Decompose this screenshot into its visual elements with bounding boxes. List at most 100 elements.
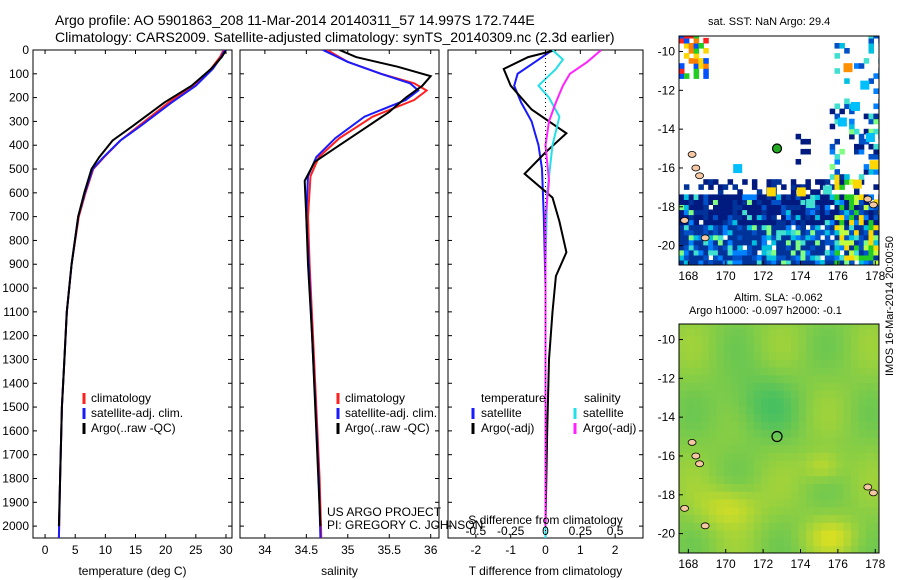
sla-cell: [731, 483, 740, 492]
sst-cell: [795, 239, 802, 246]
sst-cell: [733, 164, 743, 174]
sst-cell: [850, 101, 860, 111]
sst-cell: [703, 224, 709, 231]
sst-cell: [819, 204, 826, 211]
sla-cell: [858, 529, 867, 539]
sla-cell: [836, 529, 845, 539]
sst-cell: [839, 204, 845, 211]
sla-cell: [798, 382, 807, 391]
sla-cell: [738, 467, 748, 477]
sst-cell: [693, 214, 700, 221]
sst-cell: [839, 108, 845, 115]
sst-cell: [810, 249, 816, 256]
sla-cell: [776, 358, 785, 368]
sst-cell: [781, 199, 787, 205]
sla-cell: [738, 390, 748, 399]
sst-cell: [868, 128, 874, 135]
sla-cell: [791, 327, 800, 337]
sst-cell: [703, 58, 709, 64]
sst-cell: [737, 244, 743, 251]
sst-cell: [737, 249, 743, 256]
sla-cell: [738, 374, 748, 384]
sla-cell: [806, 483, 815, 492]
sla-cell: [746, 421, 755, 430]
sla-cell: [708, 351, 718, 360]
sst-cell: [693, 234, 700, 241]
island: [868, 201, 878, 209]
sla-cell: [798, 405, 807, 415]
sst-cell: [868, 239, 874, 246]
sla-cell: [723, 390, 733, 399]
sst-cell: [849, 179, 855, 185]
x-tick-label: 174: [790, 269, 810, 283]
sla-cell: [783, 490, 792, 500]
sst-cell: [693, 244, 700, 251]
sla-cell: [791, 324, 800, 329]
sst-cell: [839, 219, 845, 226]
sst-cell: [703, 239, 709, 246]
sst-cell: [732, 244, 738, 251]
sst-cell: [693, 254, 700, 261]
sst-cell: [761, 234, 768, 241]
sla-cell: [708, 436, 718, 446]
sst-cell: [868, 244, 874, 251]
sla-cell: [828, 475, 837, 484]
series-line: [303, 50, 433, 527]
sst-cell: [873, 88, 879, 94]
sla-cell: [723, 421, 733, 430]
sla-cell: [821, 483, 830, 492]
y-tick-label: -14: [658, 410, 676, 424]
sst-cell: [727, 254, 734, 261]
sst-cell: [747, 244, 753, 251]
sla-cell: [761, 397, 770, 407]
sst-cell: [873, 244, 879, 251]
sla-cell: [776, 521, 785, 531]
sst-cell: [815, 194, 821, 200]
sla-cell: [821, 537, 830, 547]
sst-cell: [800, 239, 806, 246]
sst-cell: [795, 254, 802, 261]
sst-cell: [849, 133, 855, 140]
sla-cell: [828, 467, 837, 477]
sla-cell: [798, 397, 807, 407]
sla-cell: [783, 421, 792, 430]
sla-cell: [679, 421, 688, 430]
sla-cell: [701, 459, 710, 469]
sla-cell: [821, 506, 830, 515]
sst-cell: [717, 199, 724, 205]
map-field: [679, 36, 879, 265]
sst-cell: [708, 244, 714, 251]
sst-cell: [844, 194, 850, 200]
sla-cell: [679, 382, 688, 391]
sst-cell: [683, 260, 690, 265]
sla-cell: [851, 421, 860, 430]
sla-cell: [865, 452, 875, 461]
sla-cell: [836, 428, 845, 438]
sst-cell: [781, 214, 787, 221]
sst-cell: [829, 123, 836, 130]
sla-cell: [828, 428, 837, 438]
sla-cell: [686, 498, 695, 508]
sla-cell: [858, 436, 867, 446]
sla-cell: [836, 413, 845, 422]
sst-cell: [829, 148, 836, 155]
sla-cell: [865, 351, 875, 360]
sst-cell: [815, 239, 821, 246]
sla-cell: [761, 382, 770, 391]
x-tick-label: -1: [505, 543, 516, 557]
sst-cell: [727, 239, 734, 246]
sla-cell: [701, 506, 710, 515]
sla-cell: [723, 413, 733, 422]
sst-cell: [732, 209, 738, 216]
sla-cell: [798, 467, 807, 477]
y-tick-label: 900: [9, 257, 29, 271]
sla-cell: [768, 537, 777, 547]
y-tick-label: -16: [658, 161, 676, 175]
sst-cell: [815, 244, 821, 251]
sla-cell: [873, 428, 879, 438]
sst-cell: [742, 260, 748, 265]
sla-cell: [731, 475, 740, 484]
sst-cell: [761, 209, 768, 216]
sst-cell: [693, 209, 700, 216]
sst-cell: [815, 179, 821, 185]
